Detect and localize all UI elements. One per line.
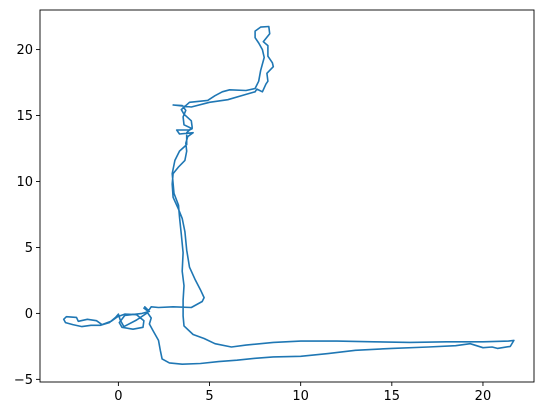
y-tick-label: 15: [16, 109, 33, 124]
x-tick-label: 0: [114, 389, 122, 404]
y-tick-label: 5: [25, 241, 33, 256]
x-tick-label: 5: [205, 389, 213, 404]
plot-area: [62, 25, 515, 366]
y-tick-label: 0: [25, 307, 33, 322]
y-axis: −5 0 5 10 15 20: [14, 43, 40, 388]
y-tick-label: −5: [14, 373, 33, 388]
axes-frame: [39, 9, 535, 383]
y-tick-label: 20: [16, 43, 33, 58]
x-tick-label: 15: [384, 389, 401, 404]
x-tick-label: 20: [475, 389, 492, 404]
series-line-0: [62, 25, 515, 366]
x-tick-label: 10: [292, 389, 309, 404]
y-tick-label: 10: [16, 175, 33, 190]
x-axis: 0 5 10 15 20: [114, 382, 491, 404]
